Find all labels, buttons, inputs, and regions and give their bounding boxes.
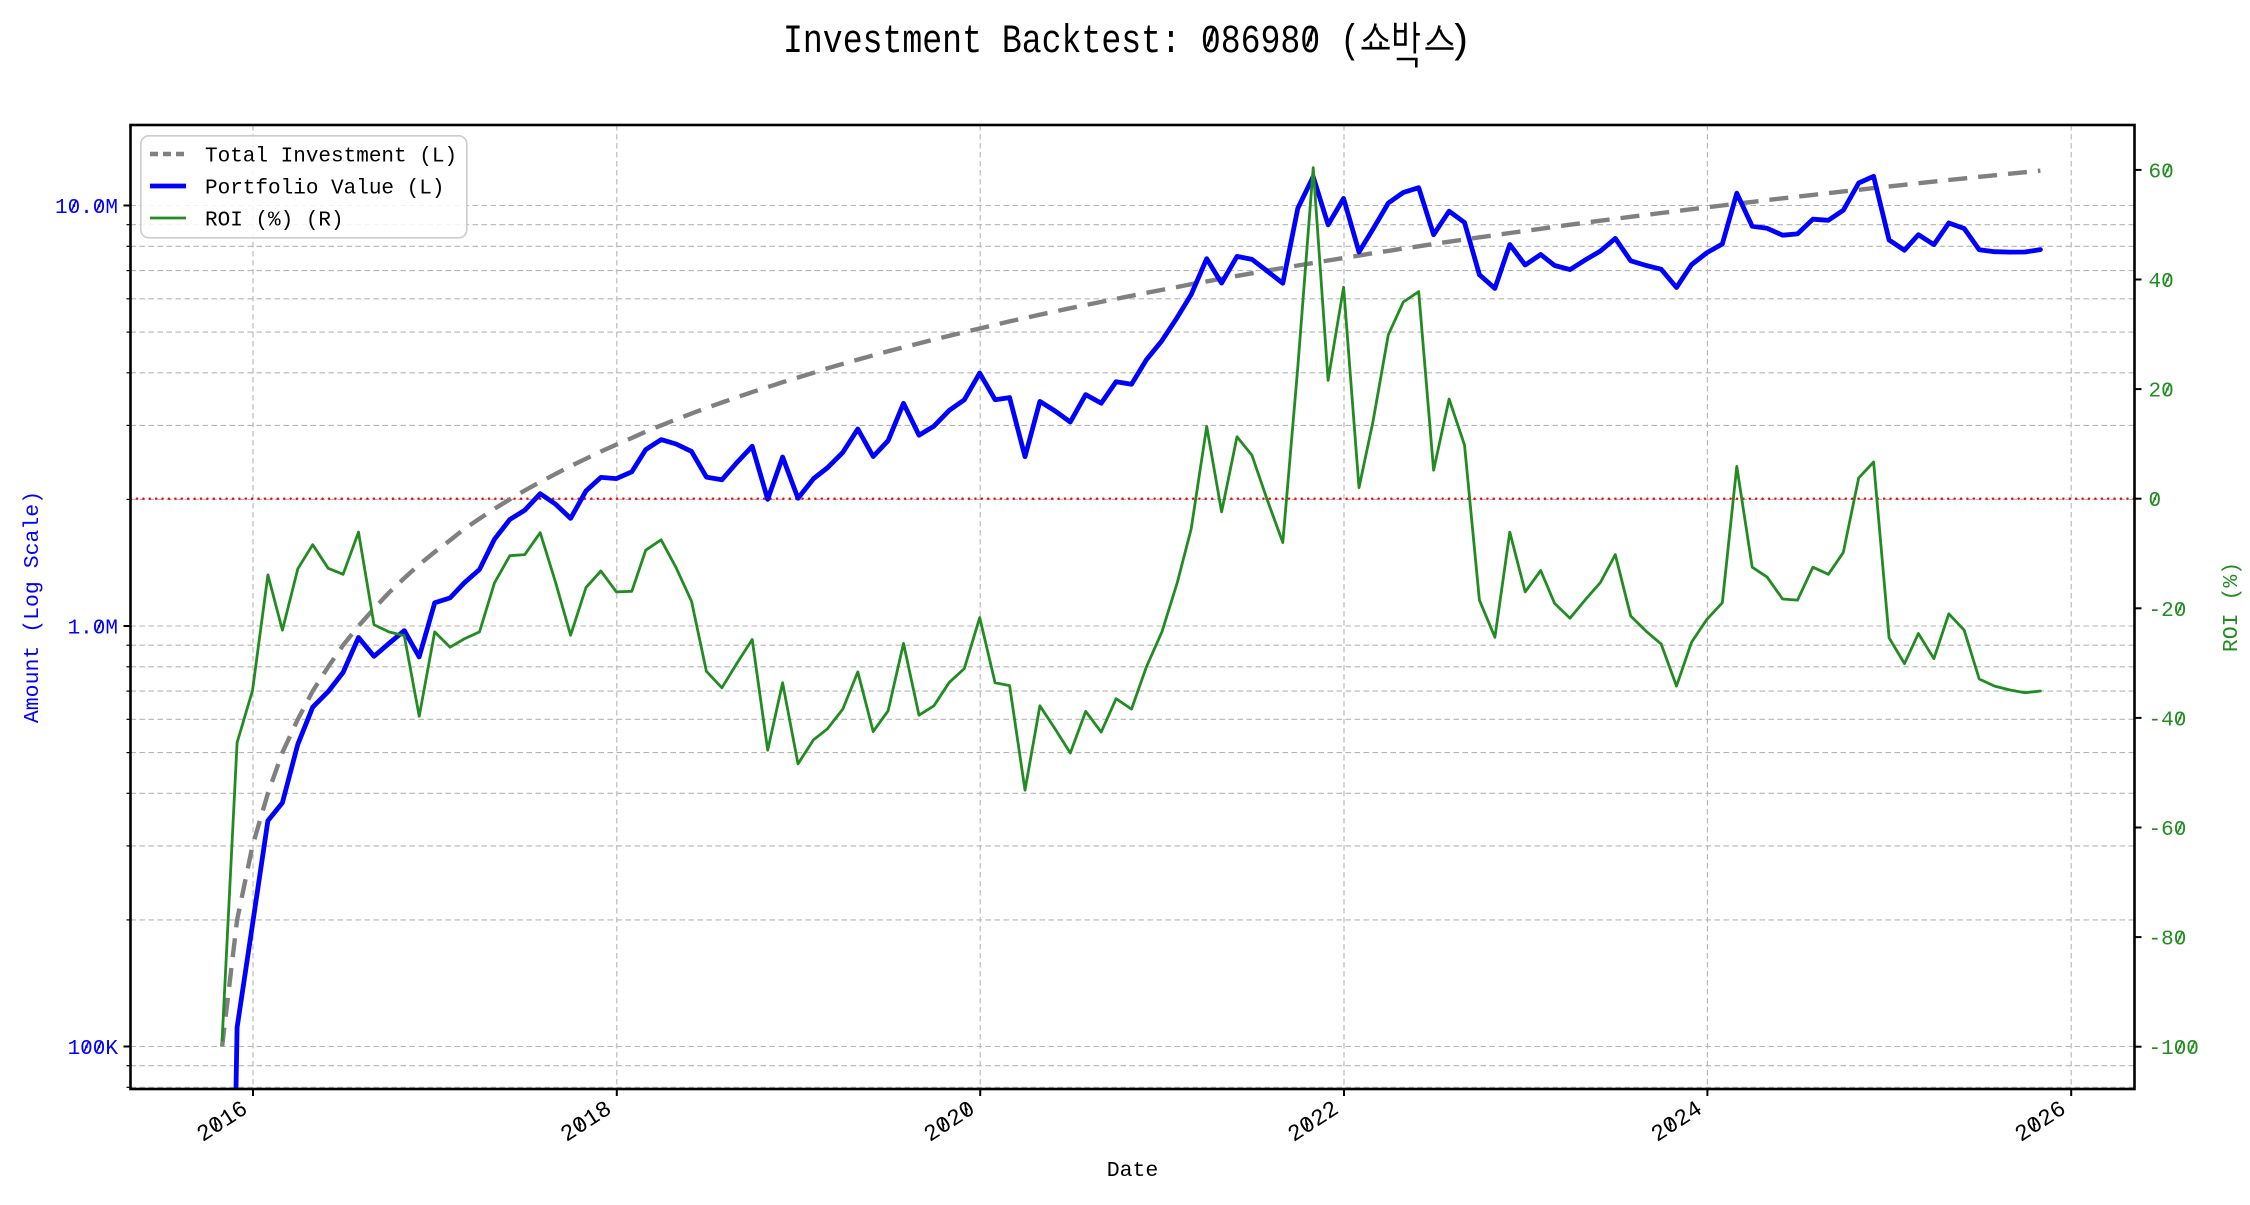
svg-text:ROI (%) (R): ROI (%) (R): [205, 210, 344, 233]
svg-text:Total Investment (L): Total Investment (L): [205, 146, 457, 169]
svg-text:0: 0: [2149, 490, 2162, 513]
svg-text:Investment Backtest: 086980 (: Investment Backtest: 086980 (: [783, 20, 1360, 65]
svg-text:-60: -60: [2149, 819, 2187, 842]
svg-text:-40: -40: [2149, 709, 2187, 732]
svg-text:Date: Date: [1107, 1159, 1159, 1183]
svg-text:Portfolio Value (L): Portfolio Value (L): [205, 178, 444, 201]
svg-text:100K: 100K: [68, 1038, 119, 1061]
svg-text:10.0M: 10.0M: [55, 197, 118, 220]
svg-text:60: 60: [2149, 161, 2174, 184]
svg-text:1.0M: 1.0M: [68, 618, 118, 641]
svg-text:ROI (%): ROI (%): [2220, 562, 2244, 652]
svg-text:40: 40: [2149, 271, 2174, 294]
svg-text:-80: -80: [2149, 929, 2187, 952]
svg-text:-100: -100: [2149, 1038, 2199, 1061]
svg-text:20: 20: [2149, 381, 2174, 404]
svg-text:): ): [1448, 20, 1472, 65]
svg-text:-20: -20: [2149, 600, 2187, 623]
svg-text:Amount (Log Scale): Amount (Log Scale): [21, 491, 45, 723]
